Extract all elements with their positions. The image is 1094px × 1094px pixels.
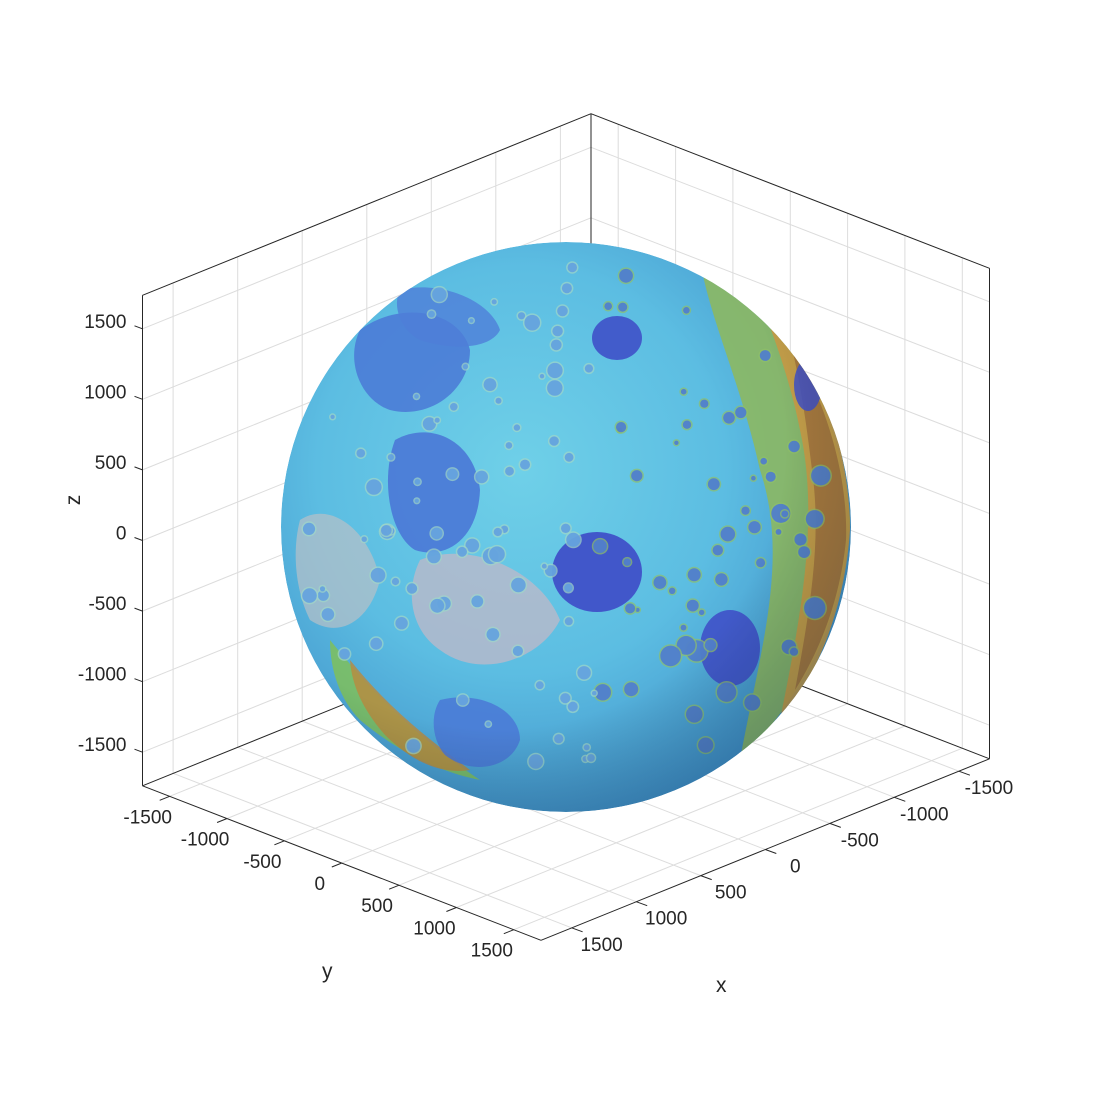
y-tick-mark (829, 822, 841, 828)
x-tick-mark (503, 929, 514, 935)
y-tick-label: 1000 (645, 909, 687, 930)
x-tick-mark (388, 884, 400, 890)
z-tick-mark (134, 678, 143, 683)
y-tick-label: 0 (790, 857, 801, 878)
y-axis-label: y (322, 960, 333, 983)
z-tick-label: -500 (88, 594, 126, 615)
x-tick-label: 0 (315, 874, 326, 895)
z-tick-mark (134, 466, 143, 471)
y-tick-label: -500 (841, 830, 879, 851)
z-tick-label: -1500 (78, 735, 127, 756)
y-tick-label: -1500 (965, 778, 1014, 799)
x-tick-mark (274, 840, 285, 846)
y-tick-label: 500 (715, 883, 747, 904)
x-tick-label: -500 (243, 852, 281, 873)
grid-line-wall-y-horizontal (590, 146, 990, 303)
grid-line-wall-y-horizontal (590, 217, 990, 373)
y-tick-mark (958, 770, 971, 776)
x-tick-label: 500 (361, 896, 393, 917)
z-tick-mark (134, 395, 143, 400)
z-tick-label: 1000 (84, 382, 126, 403)
x-tick-mark (331, 862, 342, 868)
box-edge (142, 113, 592, 296)
z-tick-label: 0 (116, 524, 127, 545)
y-tick-mark (700, 875, 712, 881)
x-axis-label: x (716, 974, 727, 997)
y-tick-mark (894, 796, 906, 802)
z-tick-label: 500 (95, 453, 127, 474)
y-tick-mark (636, 901, 648, 907)
y-tick-label: 1500 (580, 935, 622, 956)
z-tick-mark (134, 325, 143, 330)
tick-labels: -1500 -1000 -500 0 500 1000 1500 -1500 -1000 -500… (78, 312, 1013, 962)
y-tick-label: -1000 (900, 804, 949, 825)
x-tick-mark (216, 818, 228, 823)
box-edge (540, 758, 990, 941)
y-tick-mark (765, 849, 777, 854)
z-axis-label: z (62, 495, 85, 506)
z-tick-label: -1000 (78, 665, 127, 686)
z-tick-label: 1500 (84, 312, 126, 333)
x-tick-label: 1500 (471, 941, 513, 962)
moon-sphere-surface (281, 242, 851, 812)
grid-line-wall-x-horizontal (142, 146, 592, 330)
sphere-shading (281, 242, 851, 812)
box-edge (590, 113, 990, 269)
z-tick-mark (134, 748, 143, 753)
grid-line-floor-y (172, 772, 572, 929)
z-tick-mark (134, 607, 143, 612)
z-tick-mark (134, 537, 143, 541)
x-tick-label: -1000 (181, 830, 230, 851)
x-tick-label: 1000 (413, 919, 455, 940)
tick-marks (134, 325, 971, 935)
y-tick-mark (571, 927, 583, 933)
x-tick-label: -1500 (123, 807, 172, 828)
x-tick-mark (446, 907, 457, 912)
grid-line-floor-y (237, 746, 637, 903)
x-tick-mark (159, 795, 170, 801)
